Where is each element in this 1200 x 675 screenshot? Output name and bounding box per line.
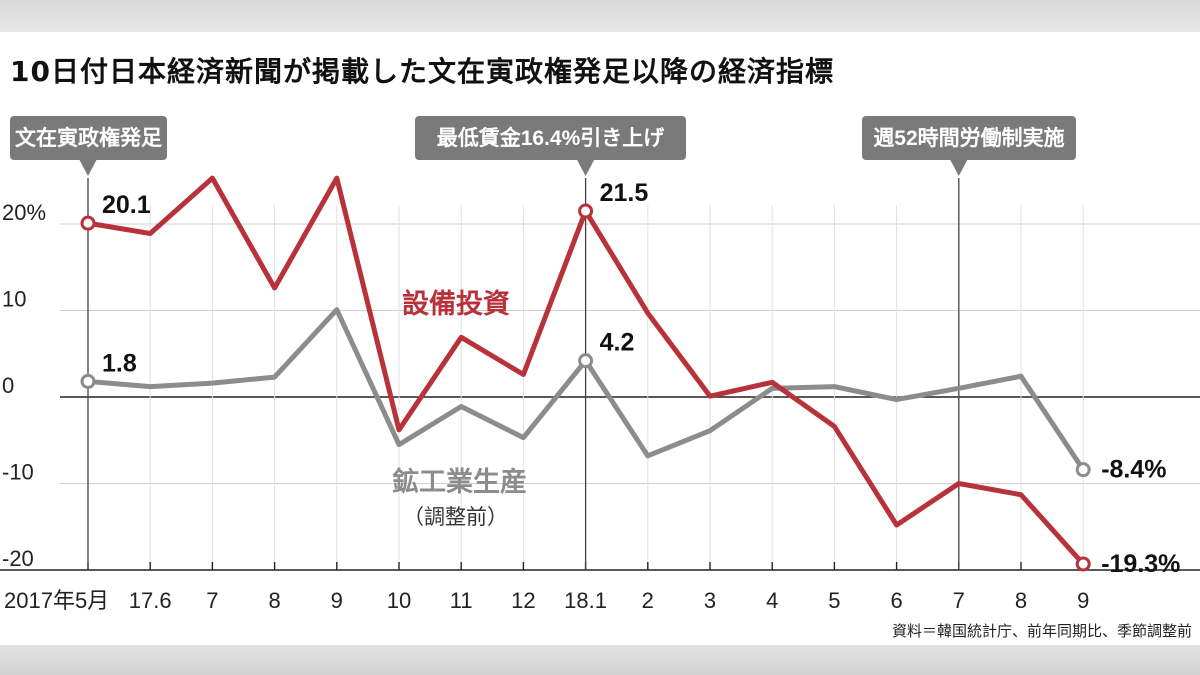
data-point-marker bbox=[80, 373, 96, 389]
data-label: 21.5 bbox=[600, 179, 649, 207]
x-tick-label: 17.6 bbox=[129, 588, 172, 613]
data-point-marker bbox=[578, 203, 594, 219]
data-label: 4.2 bbox=[600, 329, 635, 357]
x-tick-label: 7 bbox=[206, 588, 218, 613]
event-callout-box bbox=[10, 116, 167, 160]
data-point-marker bbox=[578, 353, 594, 369]
x-tick-label: 6 bbox=[890, 588, 902, 613]
page-title: 10日付日本経済新聞が掲載した文在寅政権発足以降の経済指標 bbox=[10, 55, 834, 88]
x-tick-label: 8 bbox=[268, 588, 280, 613]
x-tick-label: 10 bbox=[387, 588, 411, 613]
data-point-marker bbox=[80, 215, 96, 231]
x-tick-label: 9 bbox=[1077, 588, 1089, 613]
data-label: -8.4% bbox=[1101, 456, 1166, 484]
x-tick-label: 3 bbox=[704, 588, 716, 613]
event-label: 文在寅政権発足 bbox=[15, 126, 162, 150]
event-label: 週52時間労働制実施 bbox=[873, 126, 1064, 150]
data-point-marker bbox=[1075, 462, 1091, 478]
data-label: 1.8 bbox=[102, 349, 137, 377]
data-point-marker bbox=[1075, 556, 1091, 572]
event-callout-pointer bbox=[576, 159, 595, 176]
series-label-investment: 設備投資 bbox=[402, 288, 510, 319]
event-label: 最低賃金16.4%引き上げ bbox=[437, 126, 666, 150]
x-tick-label: 2 bbox=[642, 588, 654, 613]
x-tick-label: 4 bbox=[766, 588, 778, 613]
x-tick-label: 12 bbox=[511, 588, 535, 613]
y-tick-label: 10 bbox=[2, 287, 26, 312]
event-callout-box bbox=[862, 116, 1076, 160]
event-callout-box bbox=[415, 116, 686, 160]
y-tick-label: -20 bbox=[2, 546, 34, 571]
y-tick-label: 20% bbox=[2, 200, 46, 225]
x-tick-label: 5 bbox=[828, 588, 840, 613]
series-label-production: 鉱工業生産 bbox=[392, 466, 527, 497]
y-tick-label: 0 bbox=[2, 373, 14, 398]
x-tick-label: 11 bbox=[450, 588, 473, 613]
source-note: 資料＝韓国統計庁、前年同期比、季節調整前 bbox=[891, 622, 1192, 640]
data-label: -19.3% bbox=[1101, 550, 1180, 578]
event-callout-pointer bbox=[79, 159, 97, 176]
x-tick-label: 2017年5月 bbox=[4, 588, 109, 613]
footer-strip bbox=[0, 645, 1200, 675]
x-tick-label: 8 bbox=[1015, 588, 1027, 613]
x-tick-label: 9 bbox=[331, 588, 343, 613]
data-label: 20.1 bbox=[102, 191, 151, 219]
header-strip bbox=[0, 0, 1200, 32]
event-callout-pointer bbox=[949, 159, 968, 176]
y-tick-label: -10 bbox=[2, 460, 34, 485]
x-tick-label: 18.1 bbox=[564, 588, 607, 613]
series-sublabel-production: （調整前） bbox=[403, 506, 508, 529]
x-tick-label: 7 bbox=[953, 588, 965, 613]
